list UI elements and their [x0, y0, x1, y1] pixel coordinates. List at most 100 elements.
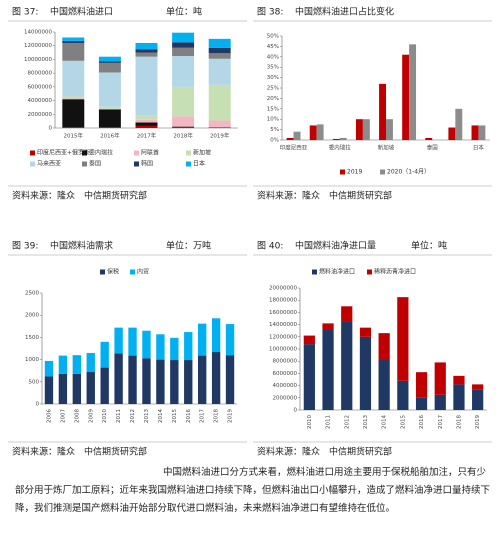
bar-segment	[62, 40, 85, 43]
bar-segment	[86, 372, 95, 404]
x-tick-label: 2019年	[210, 132, 230, 140]
bar-segment	[397, 380, 409, 410]
x-tick-label: 新加坡	[378, 144, 395, 152]
x-tick-label: 2016	[419, 415, 425, 429]
legend-swatch	[186, 150, 191, 156]
bar-segment	[100, 341, 109, 368]
x-tick-label: 泰国	[427, 144, 439, 152]
bar	[455, 108, 463, 140]
y-tick-label: 0%	[270, 138, 279, 144]
bar-segment	[172, 47, 195, 56]
x-tick-label: 2011	[116, 409, 122, 423]
legend-label: 燃料油净进口	[319, 268, 355, 276]
legend-label: 内贸	[137, 268, 149, 276]
figure-title: 中国燃料油净进口量	[295, 240, 376, 252]
x-tick-label: 印度尼西亚	[280, 144, 308, 152]
bar-segment	[184, 360, 193, 404]
bar-segment	[172, 126, 195, 128]
y-tick-label: 10000000	[269, 347, 297, 353]
bar	[379, 83, 386, 140]
bar-segment	[184, 332, 193, 361]
legend-swatch	[134, 150, 139, 156]
bar-segment	[98, 61, 121, 63]
bar-segment	[172, 86, 195, 117]
y-tick-label: 45%	[267, 44, 279, 50]
bar-segment	[62, 127, 85, 128]
x-tick-label: 2017	[438, 415, 444, 429]
bar-segment	[211, 352, 221, 404]
bar-segment	[135, 52, 158, 57]
bar-segment	[135, 122, 158, 126]
bar-segment	[453, 384, 465, 410]
bar	[471, 125, 479, 140]
legend-swatch	[186, 161, 191, 167]
bar-segment	[359, 336, 372, 410]
legend-swatch	[82, 161, 87, 167]
x-tick-label: 2010	[307, 415, 313, 429]
bar-segment	[58, 355, 68, 374]
bar-segment	[170, 337, 179, 361]
bar-segment	[135, 42, 158, 50]
legend-label: 日本	[193, 160, 205, 168]
bar-segment	[303, 344, 315, 410]
bar	[339, 137, 347, 140]
y-tick-label: 35%	[267, 65, 279, 71]
bar-segment	[434, 362, 446, 395]
bar	[362, 119, 370, 140]
x-tick-label: 2015年	[64, 132, 84, 140]
bar-segment	[359, 327, 372, 337]
y-tick-label: 0	[294, 408, 298, 414]
bar	[478, 125, 486, 140]
bar-segment	[208, 127, 231, 128]
y-tick-label: 18000000	[269, 298, 297, 304]
bar-segment	[72, 355, 81, 374]
paragraph: 中国燃料油进口分方式来看，燃料油进口用途主要用于保税船舶加注，只有少部分用于炼厂…	[15, 467, 491, 514]
bar-segment	[225, 355, 235, 404]
x-tick-label: 2019	[228, 409, 234, 423]
legend-label: 印度尼西亚+俄罗斯	[37, 149, 90, 157]
x-tick-label: 2018	[214, 409, 220, 423]
x-tick-label: 2012	[130, 409, 136, 423]
x-tick-label: 2018年	[173, 132, 193, 140]
y-tick-label: 12000000	[24, 43, 52, 49]
x-tick-label: 2015	[400, 415, 406, 429]
y-tick-label: 50%	[267, 34, 279, 40]
bar-segment	[322, 323, 334, 330]
bar-segment	[172, 116, 195, 127]
y-tick-label: 30%	[267, 75, 279, 81]
y-tick-label: 2000	[25, 313, 39, 319]
bar-segment	[142, 330, 151, 359]
y-tick-label: 8000000	[28, 71, 53, 77]
figure-unit: 单位：万吨	[166, 240, 211, 252]
bar	[409, 44, 417, 140]
legend-label: 稀释沥青净进口	[374, 268, 416, 276]
legend-label: 新加坡	[193, 149, 211, 157]
legend-swatch	[82, 150, 87, 156]
bar-segment	[114, 327, 123, 354]
figure-label: 图 37:	[12, 7, 38, 18]
bar-segment	[472, 384, 484, 390]
bar-segment	[208, 58, 231, 85]
bar-segment	[100, 367, 109, 404]
bar-segment	[341, 306, 353, 322]
y-tick-label: 0	[49, 126, 53, 132]
y-tick-label: 10%	[267, 117, 279, 123]
y-tick-label: 5%	[270, 127, 279, 133]
bar-segment	[135, 56, 158, 116]
bar	[386, 119, 393, 140]
bar-segment	[211, 318, 221, 353]
bar-segment	[98, 72, 121, 107]
x-tick-label: 日本	[473, 144, 485, 152]
figure-label: 图 39:	[12, 241, 38, 252]
legend-swatch	[367, 269, 372, 275]
bar-segment	[156, 359, 165, 404]
x-tick-label: 2010	[102, 409, 108, 423]
legend-swatch	[30, 161, 35, 167]
x-tick-label: 2013	[144, 409, 150, 423]
legend-label: 2020（1-4月）	[387, 169, 430, 176]
bar-segment	[156, 334, 165, 360]
x-tick-label: 2019	[475, 415, 481, 429]
bar-segment	[172, 127, 195, 128]
bar	[402, 54, 410, 140]
